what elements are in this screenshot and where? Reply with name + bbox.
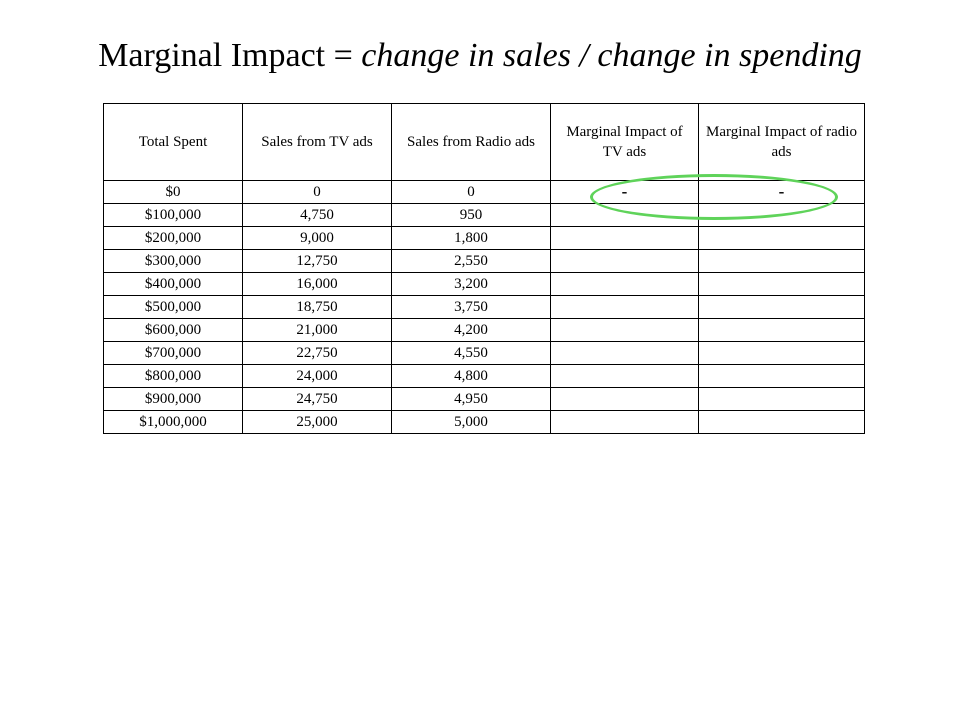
cell-total-spent: $600,000 (103, 318, 243, 342)
table-row: $200,000 9,000 1,800 (103, 226, 865, 250)
cell-sales-radio: 2,550 (391, 249, 551, 273)
header-sales-radio: Sales from Radio ads (391, 103, 551, 181)
cell-marginal-tv (550, 295, 699, 319)
cell-sales-tv: 4,750 (242, 203, 392, 227)
cell-sales-radio: 3,200 (391, 272, 551, 296)
table-row: $1,000,000 25,000 5,000 (103, 410, 865, 434)
cell-marginal-tv (550, 249, 699, 273)
cell-sales-tv: 24,750 (242, 387, 392, 411)
cell-sales-radio: 4,950 (391, 387, 551, 411)
marginal-impact-table: Total Spent Sales from TV ads Sales from… (103, 103, 865, 434)
table-row: $500,000 18,750 3,750 (103, 295, 865, 319)
cell-total-spent: $800,000 (103, 364, 243, 388)
cell-sales-tv: 24,000 (242, 364, 392, 388)
cell-sales-tv: 0 (242, 180, 392, 204)
header-total-spent: Total Spent (103, 103, 243, 181)
cell-marginal-radio (698, 249, 865, 273)
cell-sales-tv: 12,750 (242, 249, 392, 273)
cell-sales-tv: 25,000 (242, 410, 392, 434)
cell-total-spent: $700,000 (103, 341, 243, 365)
cell-marginal-tv (550, 272, 699, 296)
cell-total-spent: $200,000 (103, 226, 243, 250)
cell-marginal-tv (550, 203, 699, 227)
cell-sales-tv: 9,000 (242, 226, 392, 250)
table-row: $100,000 4,750 950 (103, 203, 865, 227)
cell-marginal-tv (550, 387, 699, 411)
table-row: $0 0 0 - - (103, 180, 865, 204)
table-row: $300,000 12,750 2,550 (103, 249, 865, 273)
cell-marginal-radio (698, 295, 865, 319)
cell-total-spent: $900,000 (103, 387, 243, 411)
cell-sales-tv: 21,000 (242, 318, 392, 342)
cell-sales-radio: 5,000 (391, 410, 551, 434)
cell-marginal-radio (698, 272, 865, 296)
cell-sales-radio: 3,750 (391, 295, 551, 319)
cell-total-spent: $500,000 (103, 295, 243, 319)
slide-title: Marginal Impact = change in sales / chan… (0, 34, 960, 78)
cell-total-spent: $1,000,000 (103, 410, 243, 434)
header-sales-tv: Sales from TV ads (242, 103, 392, 181)
table-header-row: Total Spent Sales from TV ads Sales from… (103, 103, 865, 181)
cell-marginal-radio (698, 341, 865, 365)
title-prefix: Marginal Impact = (98, 37, 362, 74)
cell-marginal-tv (550, 410, 699, 434)
table-row: $800,000 24,000 4,800 (103, 364, 865, 388)
cell-sales-tv: 22,750 (242, 341, 392, 365)
cell-marginal-radio (698, 226, 865, 250)
table-row: $600,000 21,000 4,200 (103, 318, 865, 342)
cell-sales-tv: 18,750 (242, 295, 392, 319)
header-marginal-tv: Marginal Impact of TV ads (550, 103, 699, 181)
cell-marginal-tv (550, 364, 699, 388)
cell-sales-radio: 4,800 (391, 364, 551, 388)
cell-marginal-tv: - (550, 180, 699, 204)
cell-total-spent: $300,000 (103, 249, 243, 273)
cell-sales-radio: 1,800 (391, 226, 551, 250)
cell-marginal-tv (550, 318, 699, 342)
cell-total-spent: $0 (103, 180, 243, 204)
cell-sales-tv: 16,000 (242, 272, 392, 296)
cell-total-spent: $400,000 (103, 272, 243, 296)
cell-sales-radio: 0 (391, 180, 551, 204)
table-row: $900,000 24,750 4,950 (103, 387, 865, 411)
title-formula: change in sales / change in spending (361, 37, 862, 74)
cell-marginal-radio (698, 364, 865, 388)
cell-marginal-radio (698, 318, 865, 342)
cell-marginal-radio (698, 410, 865, 434)
cell-total-spent: $100,000 (103, 203, 243, 227)
cell-marginal-radio: - (698, 180, 865, 204)
table-row: $700,000 22,750 4,550 (103, 341, 865, 365)
cell-sales-radio: 4,200 (391, 318, 551, 342)
cell-marginal-radio (698, 203, 865, 227)
cell-marginal-radio (698, 387, 865, 411)
table-row: $400,000 16,000 3,200 (103, 272, 865, 296)
cell-sales-radio: 950 (391, 203, 551, 227)
cell-marginal-tv (550, 341, 699, 365)
header-marginal-radio: Marginal Impact of radio ads (698, 103, 865, 181)
cell-marginal-tv (550, 226, 699, 250)
cell-sales-radio: 4,550 (391, 341, 551, 365)
